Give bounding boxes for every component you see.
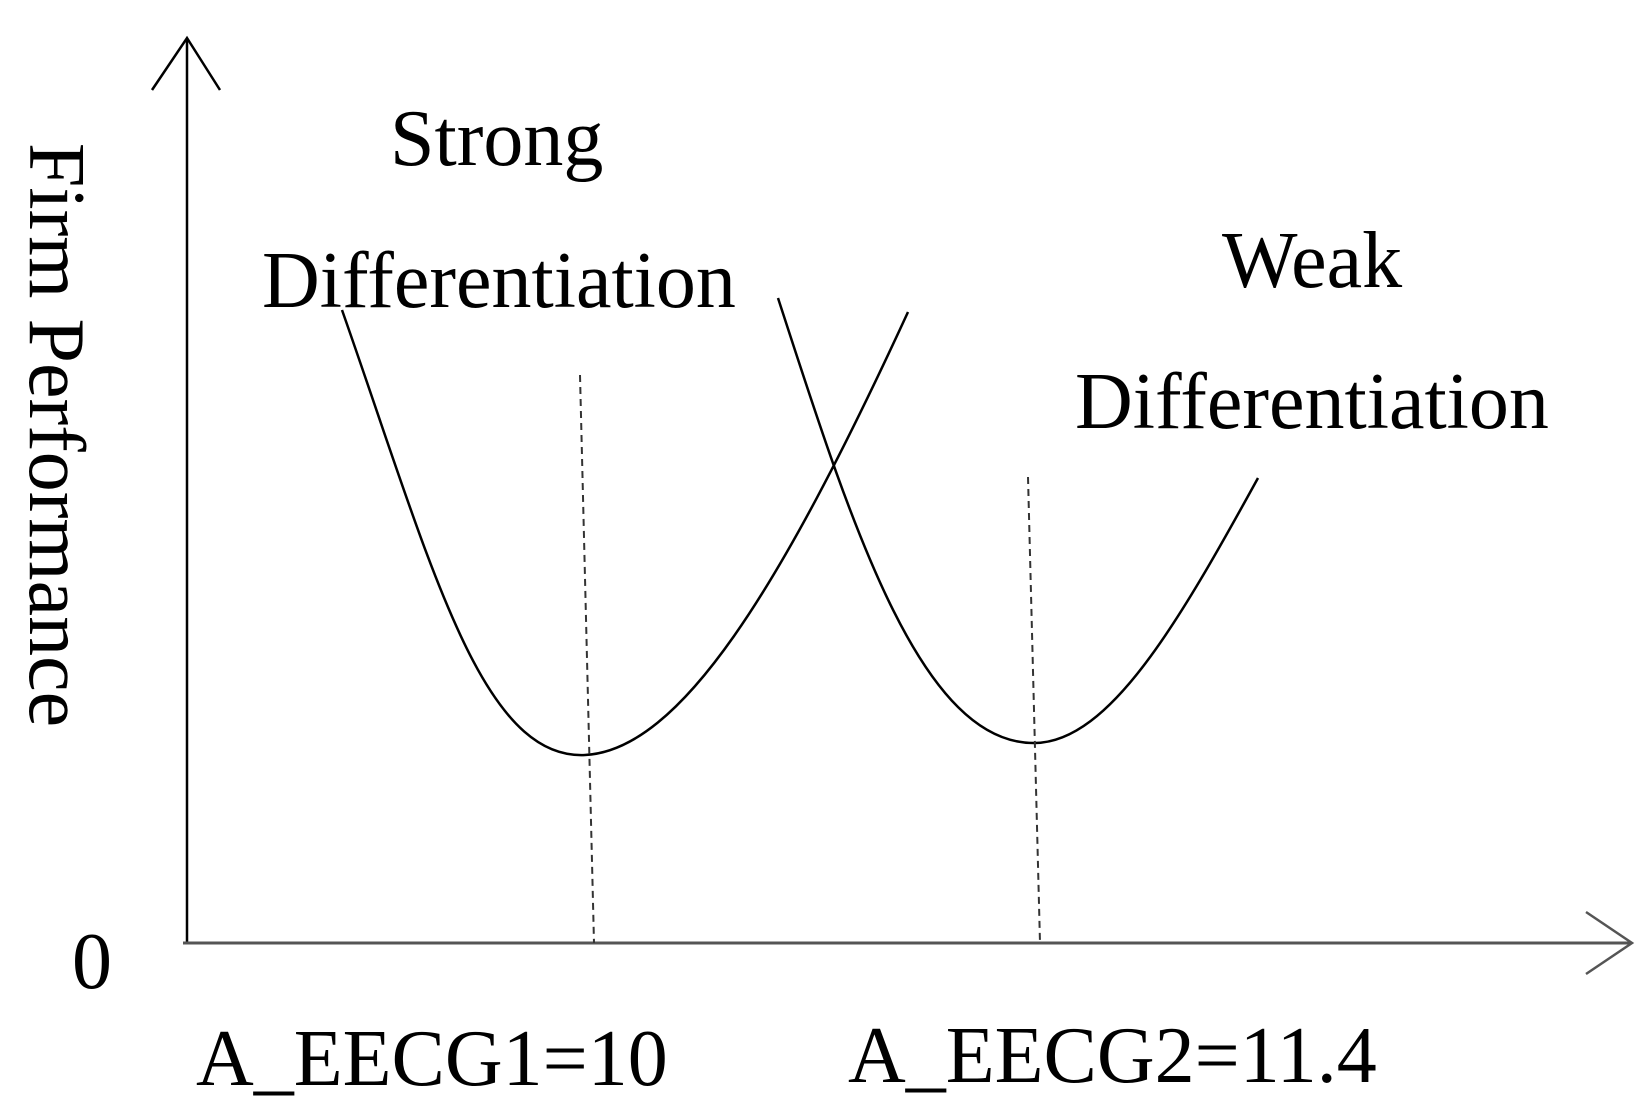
weak-minimum-label: A_EECG2=11.4 xyxy=(848,1012,1377,1100)
x-axis xyxy=(183,910,1635,976)
strong-differentiation-curve xyxy=(340,309,910,757)
y-axis-label: Firm Performance xyxy=(12,143,100,727)
weak-differentiation-curve xyxy=(776,297,1260,745)
weak-label-line2: Differentiation xyxy=(1075,358,1549,446)
strong-label-line2: Differentiation xyxy=(262,237,736,325)
strong-label-line1: Strong xyxy=(390,95,603,183)
weak-label-line1: Weak xyxy=(1222,217,1402,305)
strong-minimum-guide xyxy=(579,374,595,944)
weak-minimum-guide xyxy=(1027,476,1041,944)
strong-minimum-label: A_EECG1=10 xyxy=(196,1015,668,1103)
origin-label: 0 xyxy=(72,918,112,1006)
y-axis xyxy=(150,35,222,943)
